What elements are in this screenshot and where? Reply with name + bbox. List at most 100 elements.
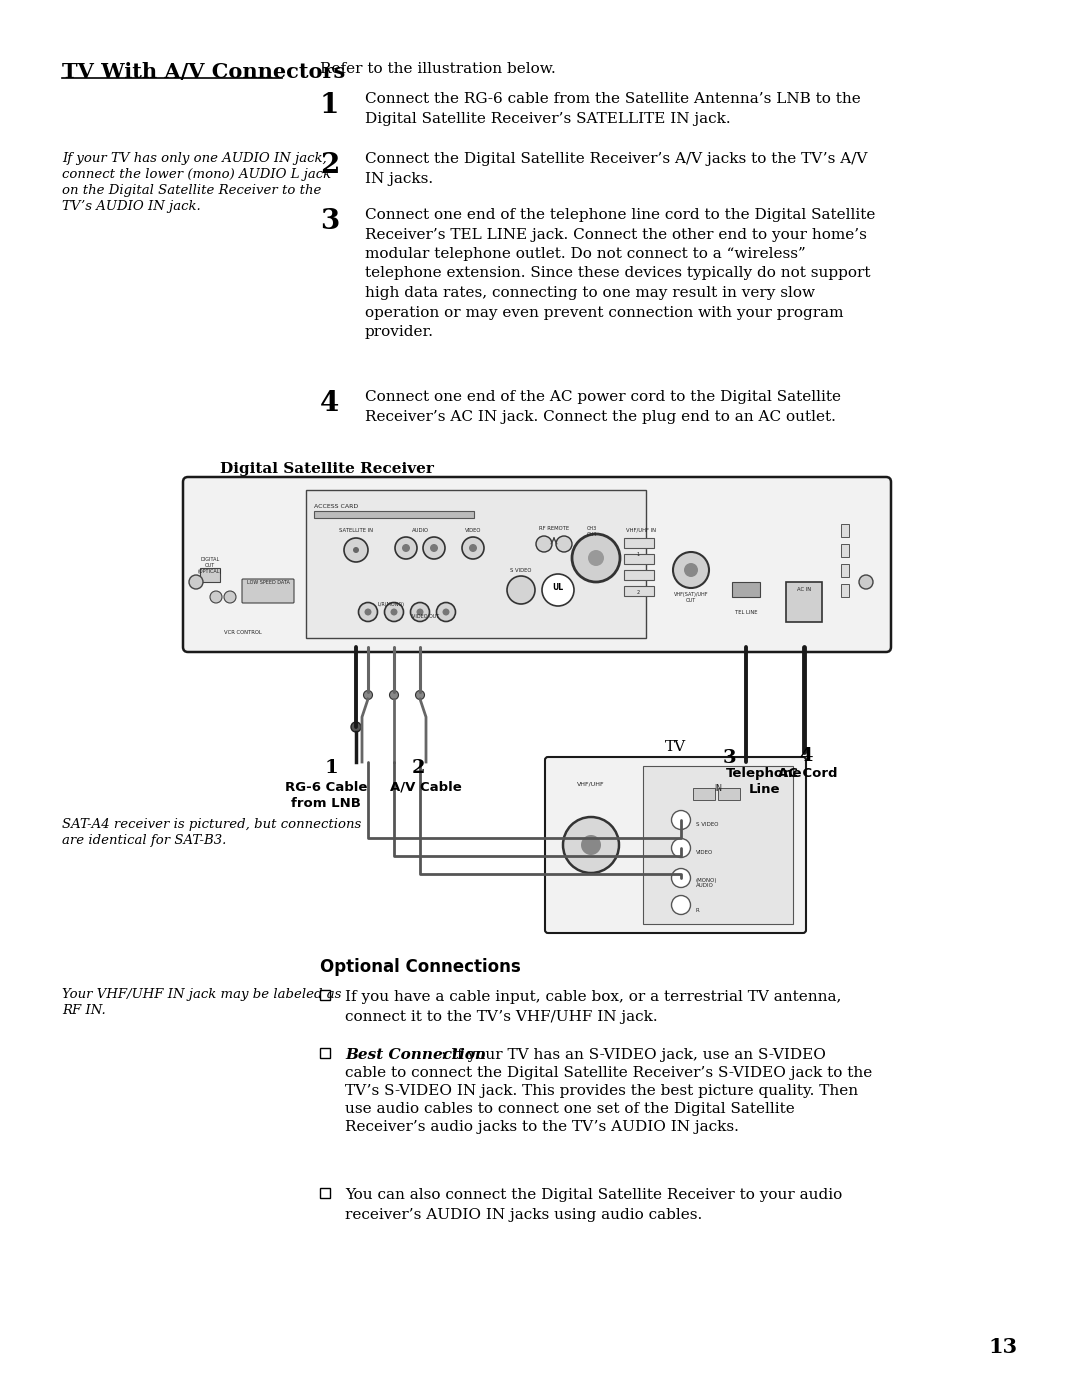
Bar [320,1048,330,1058]
Circle shape [417,609,423,616]
Circle shape [423,536,445,559]
Circle shape [402,543,410,552]
Text: 4: 4 [799,747,812,766]
Circle shape [542,574,573,606]
Bar [841,584,849,597]
Text: 2: 2 [411,759,426,777]
Text: RG-6 Cable
from LNB: RG-6 Cable from LNB [285,781,367,810]
Circle shape [364,690,373,700]
Text: SATELLITE IN: SATELLITE IN [339,528,373,534]
Text: use audio cables to connect one set of the Digital Satellite: use audio cables to connect one set of t… [345,1102,795,1116]
Text: If your TV has only one AUDIO IN jack,: If your TV has only one AUDIO IN jack, [62,152,327,165]
Bar [624,555,654,564]
Bar [314,511,474,518]
Text: RF IN.: RF IN. [62,1004,106,1017]
Text: Best Connection: Best Connection [345,1048,486,1062]
Circle shape [443,609,449,616]
Circle shape [672,838,690,858]
Text: Receiver’s audio jacks to the TV’s AUDIO IN jacks.: Receiver’s audio jacks to the TV’s AUDIO… [345,1120,739,1134]
Text: ACCESS CARD: ACCESS CARD [314,504,359,509]
Circle shape [684,563,698,577]
Circle shape [224,591,237,604]
Circle shape [430,543,438,552]
Text: VHF/UHF IN: VHF/UHF IN [626,528,656,534]
Circle shape [410,602,430,622]
Circle shape [395,536,417,559]
Text: If you have a cable input, cable box, or a terrestrial TV antenna,
connect it to: If you have a cable input, cable box, or… [345,990,841,1024]
Text: Optional Connections: Optional Connections [320,958,521,977]
Bar [693,788,715,800]
FancyBboxPatch shape [545,757,806,933]
Circle shape [365,609,372,616]
Circle shape [189,576,203,590]
Text: VIDEO: VIDEO [464,528,482,534]
Text: (MONO)
AUDIO: (MONO) AUDIO [696,877,717,888]
Text: RF REMOTE: RF REMOTE [539,527,569,531]
Text: 3: 3 [320,208,339,235]
Text: DIGITAL
OUT
(OPTICAL): DIGITAL OUT (OPTICAL) [198,557,222,574]
Circle shape [536,536,552,552]
Circle shape [345,538,368,562]
Circle shape [672,869,690,887]
Text: Connect one end of the telephone line cord to the Digital Satellite
Receiver’s T: Connect one end of the telephone line co… [365,208,876,339]
Circle shape [563,817,619,873]
Bar [732,583,760,597]
Text: 1: 1 [324,759,338,777]
Text: 4: 4 [320,390,339,416]
Text: 2: 2 [636,590,639,595]
Text: VCR CONTROL: VCR CONTROL [225,630,261,636]
Bar [624,538,654,548]
Circle shape [384,602,404,622]
Text: cable to connect the Digital Satellite Receiver’s S-VIDEO jack to the: cable to connect the Digital Satellite R… [345,1066,873,1080]
Circle shape [359,602,378,622]
Text: 1: 1 [636,552,639,557]
Circle shape [416,690,424,700]
Bar [718,788,740,800]
Text: VHF/UHF: VHF/UHF [577,782,605,787]
Text: 3: 3 [723,749,735,767]
Circle shape [672,895,690,915]
Text: AC IN: AC IN [797,587,811,592]
Bar [841,524,849,536]
Text: TV’s S-VIDEO IN jack. This provides the best picture quality. Then: TV’s S-VIDEO IN jack. This provides the … [345,1084,859,1098]
Text: 2: 2 [320,152,339,179]
Bar [320,990,330,1000]
Circle shape [581,835,600,855]
Bar [306,490,646,638]
Circle shape [351,722,361,732]
Circle shape [391,609,397,616]
Text: : If your TV has an S-VIDEO jack, use an S-VIDEO: : If your TV has an S-VIDEO jack, use an… [441,1048,826,1062]
FancyBboxPatch shape [183,476,891,652]
Circle shape [556,536,572,552]
Text: 13: 13 [989,1337,1018,1356]
Bar [643,766,793,923]
Text: You can also connect the Digital Satellite Receiver to your audio
receiver’s AUD: You can also connect the Digital Satelli… [345,1187,842,1221]
Text: Your VHF/UHF IN jack may be labeled as: Your VHF/UHF IN jack may be labeled as [62,988,341,1002]
Text: Connect the Digital Satellite Receiver’s A/V jacks to the TV’s A/V
IN jacks.: Connect the Digital Satellite Receiver’s… [365,152,867,186]
Text: 1: 1 [320,92,339,119]
Text: IN: IN [714,784,723,793]
Circle shape [210,591,222,604]
Text: S VIDEO: S VIDEO [696,823,718,827]
Bar [624,570,654,580]
Text: Digital Satellite Receiver: Digital Satellite Receiver [220,462,434,476]
Circle shape [462,536,484,559]
Text: Refer to the illustration below.: Refer to the illustration below. [320,61,556,75]
Circle shape [353,548,359,553]
Text: CH3
CH4: CH3 CH4 [586,527,597,536]
FancyBboxPatch shape [242,578,294,604]
Bar [841,543,849,557]
Text: SAT-A4 receiver is pictured, but connections: SAT-A4 receiver is pictured, but connect… [62,819,361,831]
Text: TV: TV [665,740,686,754]
Text: are identical for SAT-B3.: are identical for SAT-B3. [62,834,227,847]
Circle shape [436,602,456,622]
Bar [786,583,822,622]
Circle shape [469,543,477,552]
Circle shape [672,810,690,830]
Text: TV’s AUDIO IN jack.: TV’s AUDIO IN jack. [62,200,201,212]
Text: S VIDEO: S VIDEO [511,569,531,573]
Text: Telephone
Line: Telephone Line [726,767,802,796]
Text: R: R [696,908,700,912]
Text: UL: UL [553,583,564,591]
Circle shape [507,576,535,604]
